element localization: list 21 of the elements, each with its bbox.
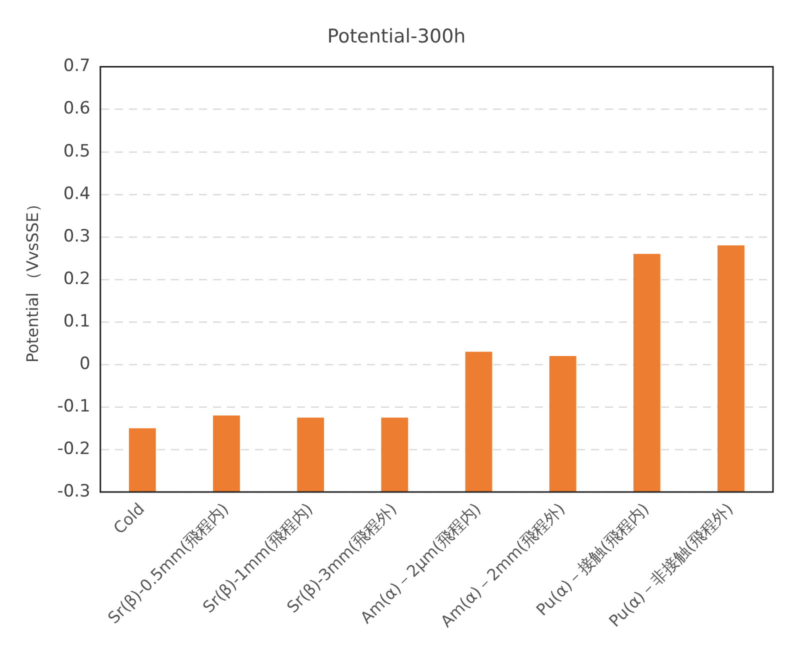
chart-title: Potential-300h bbox=[327, 25, 466, 48]
y-tick-label: 0.7 bbox=[63, 56, 90, 76]
y-tick-label: -0.1 bbox=[57, 396, 90, 416]
y-tick-label: 0.3 bbox=[63, 226, 90, 246]
bar bbox=[718, 245, 744, 492]
bar bbox=[633, 254, 660, 492]
bar bbox=[128, 428, 156, 492]
y-tick-label: 0.2 bbox=[63, 268, 90, 289]
y-tick-label: 0.4 bbox=[63, 184, 90, 204]
y-tick-label: 0.6 bbox=[63, 98, 90, 119]
y-tick-label: 0 bbox=[80, 354, 90, 374]
bar bbox=[549, 356, 576, 492]
bar bbox=[465, 352, 492, 492]
y-tick-label: -0.2 bbox=[57, 438, 90, 459]
y-tick-label: -0.3 bbox=[57, 481, 90, 502]
bar bbox=[297, 418, 324, 492]
y-axis-title: Potential （VvsSSE） bbox=[22, 196, 42, 363]
bar bbox=[381, 418, 408, 492]
y-tick-label: 0.5 bbox=[63, 141, 90, 162]
bar bbox=[213, 416, 240, 492]
y-tick-label: 0.1 bbox=[63, 311, 90, 332]
